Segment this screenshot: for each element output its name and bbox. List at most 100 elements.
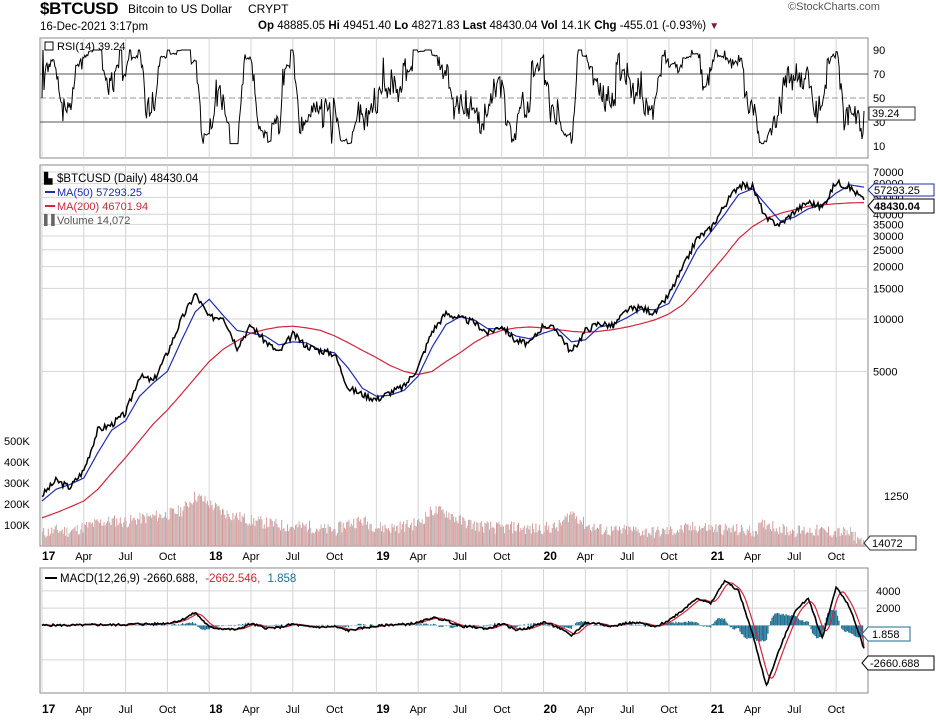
volume-bar [260,516,262,546]
volume-bar [487,522,489,546]
volume-bar [408,528,410,546]
volume-bar [526,527,528,546]
macd-last-value: -2660.688 [870,658,920,670]
volume-bar [811,533,813,546]
volume-bar [231,520,233,546]
volume-bar [507,524,509,546]
volume-bar [119,517,121,546]
volume-bar [399,521,401,546]
volume-bar [201,495,203,546]
volume-bar [703,526,705,546]
price-legend: ▙ $BTCUSD (Daily) 48430.04 MA(50) 57293.… [43,171,199,227]
volume-bar [169,507,171,546]
volume-bar [348,519,350,546]
volume-bar [397,525,399,546]
volume-bar [124,517,126,546]
volume-bar [186,502,187,546]
volume-bar [841,535,843,546]
volume-bar [738,532,740,546]
volume-bar [548,525,550,546]
volume-bar [347,521,349,546]
volume-bar [134,520,136,546]
volume-bar [547,529,548,546]
volume-bar [588,524,590,546]
volume-bar [293,529,295,546]
volume-bar [837,528,839,546]
volume-bar [531,523,533,546]
volume-bar [472,523,474,546]
volume-bar [152,514,154,546]
volume-bar [678,532,680,546]
volume-bar [483,532,485,546]
volume-bar [46,535,48,546]
price-tick-label: 25000 [873,245,904,257]
volume-bar [255,520,257,546]
rsi-tick-label: 50 [873,93,885,105]
volume-bar [374,532,376,546]
volume-bar [222,508,223,546]
volume-bar [165,512,167,546]
volume-bar [537,530,539,546]
volume-bar [155,510,157,546]
volume-bar [843,527,845,546]
volume-bar [447,517,449,546]
volume-bar [215,502,216,546]
volume-bar [742,527,744,546]
volume-bar [457,523,459,546]
volume-bar [329,526,331,546]
price-tick-label: 5000 [873,366,897,378]
volume-bar [383,532,385,546]
volume-bar [858,538,860,546]
volume-bar [797,525,799,546]
volume-bar [334,529,336,546]
volume-bar [86,521,88,546]
exchange: CRYPT [248,2,289,16]
macd-line [41,579,865,687]
volume-bar [43,528,45,546]
volume-bar [73,528,75,546]
volume-bar [439,505,441,546]
stockcharts-logo[interactable]: ©StockCharts.com [788,1,880,13]
volume-bar [181,516,183,546]
volume-bar [749,525,751,546]
volume-bars [42,491,865,546]
volume-bar [307,529,309,546]
volume-bar [199,496,201,546]
volume-bar [264,528,266,546]
volume-bar [680,525,682,546]
volume-bar [607,534,609,546]
volume-bar [208,505,209,546]
volume-bar [848,535,850,546]
volume-bar [144,516,146,546]
volume-bar [331,531,333,546]
volume-bar [129,523,131,546]
x-tick-label: Jul [119,551,133,563]
volume-bar [401,524,403,546]
volume-bar [451,514,453,546]
volume-bar [101,525,103,546]
volume-bar [449,519,451,546]
volume-bar [702,527,704,546]
volume-bar [617,530,619,546]
volume-bar [779,526,781,546]
volume-bar [232,513,234,546]
volume-bar [153,515,155,546]
volume-bar [340,521,342,546]
volume-bar [771,530,773,546]
volume-bar [206,500,208,546]
volume-bar [637,528,639,546]
volume-bar [561,525,562,546]
volume-bar [190,503,192,546]
volume-bar [514,530,516,546]
volume-bar [167,520,169,546]
volume-bar [319,529,321,546]
volume-bar [540,530,542,546]
volume-bar [72,529,74,546]
volume-bar [664,530,666,546]
volume-bar [328,526,330,546]
volume-bar [112,518,114,546]
symbol-ticker: $BTCUSD [40,0,119,18]
volume-bar [42,531,43,546]
volume-bar [721,534,723,546]
